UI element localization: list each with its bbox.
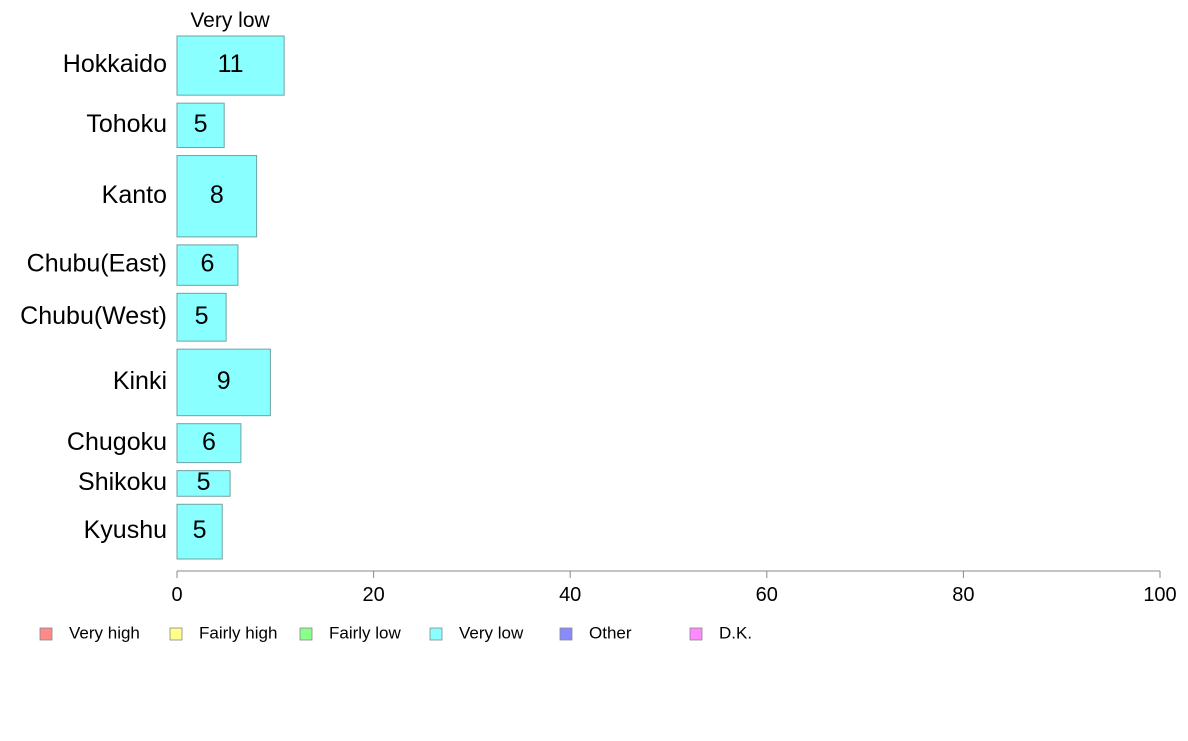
legend-swatch <box>39 627 53 641</box>
bar-segment <box>176 348 271 417</box>
labels-layer: Very low Hokkaido 11 Tohoku 5 Kanto 8 Chubu(Eas… <box>20 9 270 544</box>
x-tick-label: 0 <box>171 584 182 606</box>
legend-label: D.K. <box>719 623 752 642</box>
series-header: Very low <box>190 9 270 32</box>
x-axis: 0 20 40 60 80 100 <box>171 570 1177 606</box>
category-label: Shikoku <box>78 468 167 496</box>
x-tick-label: 100 <box>1143 584 1176 606</box>
bar-value-label: 8 <box>210 181 224 209</box>
category-label: Chubu(East) <box>27 250 167 278</box>
x-tick-label: 80 <box>952 584 974 606</box>
legend-swatch <box>299 627 313 641</box>
legend-swatch <box>689 627 703 641</box>
category-label: Kanto <box>102 181 167 209</box>
bar-segment <box>176 244 239 286</box>
legend-swatch <box>559 627 573 641</box>
bar-segment <box>176 470 231 497</box>
x-tick-label: 20 <box>362 584 384 606</box>
legend-label: Fairly high <box>199 623 277 642</box>
bar-segment <box>176 35 285 96</box>
category-label: Chubu(West) <box>20 302 167 330</box>
bar-value-label: 5 <box>197 468 211 496</box>
category-label: Hokkaido <box>63 50 167 78</box>
category-label: Kinki <box>113 367 167 395</box>
legend-label: Very high <box>69 623 140 642</box>
bar-value-label: 5 <box>194 110 208 138</box>
bar-segment <box>176 155 258 238</box>
category-label: Kyushu <box>84 516 167 544</box>
bar-value-label: 5 <box>193 516 207 544</box>
legend-label: Other <box>589 623 632 642</box>
category-label: Tohoku <box>86 110 167 138</box>
bar-segment <box>176 102 225 149</box>
legend-label: Fairly low <box>329 623 402 642</box>
bar-value-label: 11 <box>218 50 244 78</box>
bar-value-label: 6 <box>201 250 215 278</box>
legend-label: Very low <box>459 623 524 642</box>
bar-segment <box>176 423 242 464</box>
category-label: Chugoku <box>67 428 167 456</box>
bars-layer <box>176 35 285 560</box>
bar-value-label: 5 <box>195 302 209 330</box>
bar-segment <box>176 503 223 560</box>
x-tick-label: 40 <box>559 584 581 606</box>
legend-swatch <box>169 627 183 641</box>
bar-value-label: 6 <box>202 428 216 456</box>
bar-segment <box>176 292 227 342</box>
x-tick-label: 60 <box>756 584 778 606</box>
legend-swatch <box>429 627 443 641</box>
legend: Very high Fairly high Fairly low Very low Ot… <box>39 623 752 642</box>
bar-value-label: 9 <box>217 367 231 395</box>
